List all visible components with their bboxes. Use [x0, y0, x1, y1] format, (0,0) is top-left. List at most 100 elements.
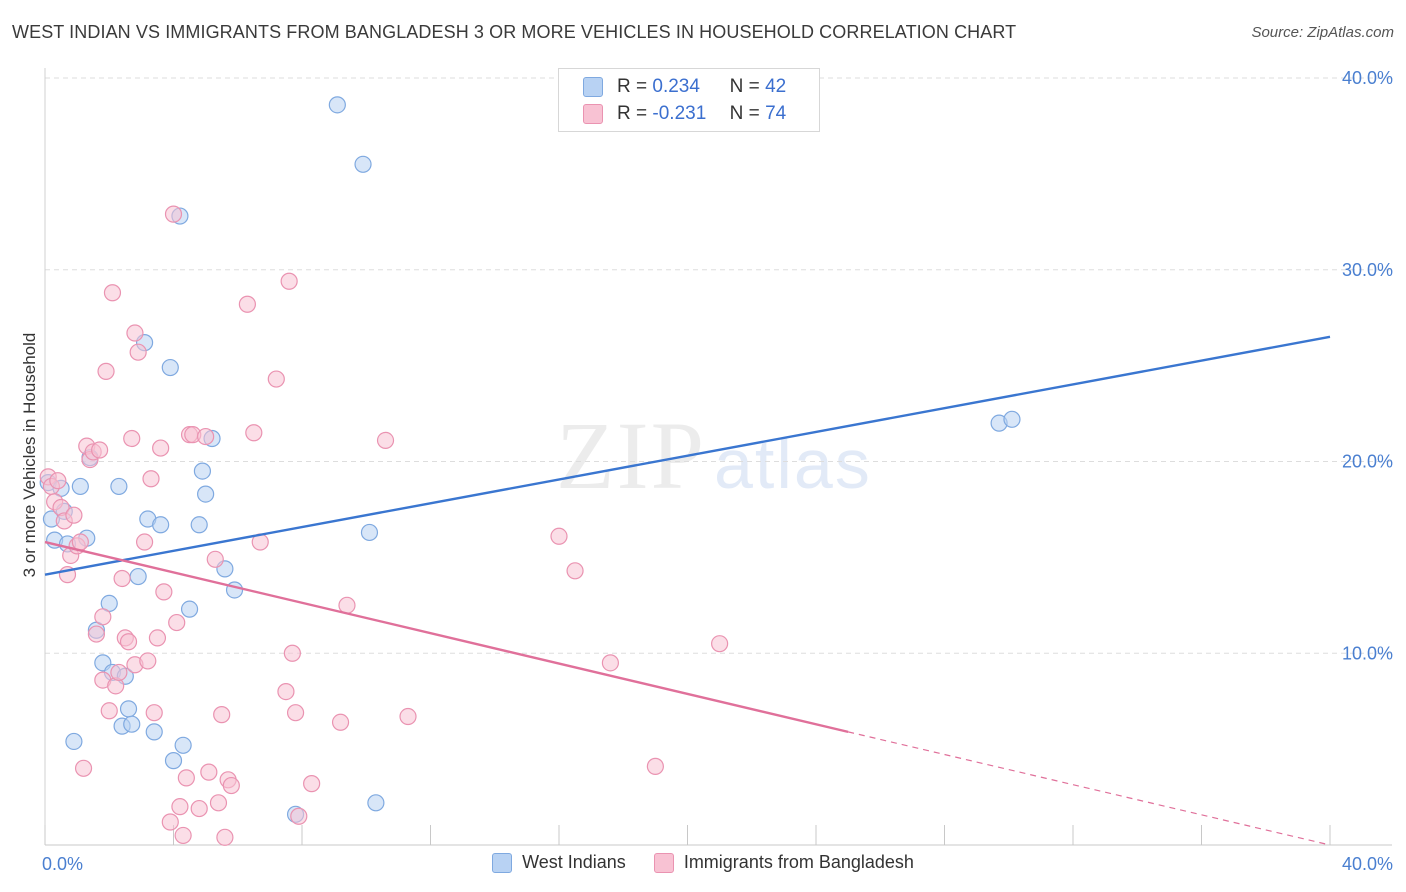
bangladesh-point: [74, 759, 93, 777]
bangladesh-point: [267, 370, 285, 388]
bangladesh-point: [164, 205, 183, 223]
grid: [45, 77, 1392, 654]
bangladesh-point: [376, 431, 395, 450]
west-indians-point: [65, 732, 83, 751]
bangladesh-point: [216, 828, 234, 846]
tick-labels: 10.0% 20.0% 30.0% 40.0% 0.0% 40.0%: [42, 68, 1393, 874]
bangladesh-point: [200, 763, 218, 781]
bangladesh-point: [566, 562, 584, 580]
chart-title: WEST INDIAN VS IMMIGRANTS FROM BANGLADES…: [12, 22, 1017, 42]
west-indians-point: [152, 516, 170, 534]
bangladesh-point: [87, 625, 106, 643]
legend-n-value: 42: [765, 76, 787, 97]
west-indians-point: [119, 700, 138, 718]
watermark-zip: ZIP: [556, 402, 706, 509]
west-indians-point: [1003, 410, 1021, 428]
correlation-legend: R = 0.234 N = 42 R = -0.231 N = 74: [558, 68, 820, 132]
series-name: Immigrants from Bangladesh: [683, 852, 914, 872]
bangladesh-point: [123, 429, 141, 448]
bangladesh-point: [174, 826, 192, 845]
west-indians-point: [190, 516, 208, 534]
trend-lines: [44, 335, 1331, 846]
bangladesh-point: [197, 427, 215, 446]
west-indians-points: [39, 96, 1021, 823]
legend-n-label: N =: [729, 76, 760, 97]
west-indians-point: [180, 600, 199, 618]
bangladesh-point: [206, 550, 224, 568]
bangladesh-point: [711, 635, 729, 653]
bangladesh-point: [97, 362, 115, 380]
legend-r-label: R =: [617, 103, 648, 124]
bangladesh-point: [213, 706, 231, 724]
bangladesh-point: [171, 798, 189, 816]
bangladesh-point: [286, 704, 305, 722]
series-swatch-blue: [492, 852, 513, 873]
bangladesh-point: [283, 644, 301, 662]
bangladesh-point: [222, 776, 240, 795]
y-tick-label: 10.0%: [1342, 643, 1393, 663]
y-axis-label: 3 or more Vehicles in Household: [20, 332, 39, 578]
axes: [44, 68, 1392, 846]
bangladesh-point: [161, 813, 179, 831]
y-tick-label: 20.0%: [1342, 452, 1393, 472]
bangladesh-point: [280, 272, 298, 290]
legend-r-value: 0.234: [652, 76, 700, 97]
west-indians-point: [164, 752, 183, 770]
west-indians-point: [197, 485, 215, 503]
legend-swatch-blue: [583, 77, 603, 97]
legend-row-bangladesh: R = -0.231 N = 74: [583, 102, 786, 126]
bangladesh-point: [168, 613, 186, 632]
west-indians-point: [71, 477, 89, 496]
bangladesh-point: [399, 707, 417, 726]
bangladesh-point: [119, 633, 138, 651]
bangladesh-point: [646, 757, 664, 775]
bangladesh-point: [126, 324, 144, 342]
bangladesh-point: [209, 794, 228, 812]
bangladesh-point: [100, 702, 118, 720]
bangladesh-point: [49, 472, 67, 490]
legend-n-label: N =: [729, 103, 760, 124]
bangladesh-point: [190, 799, 208, 818]
watermark: ZIP atlas: [556, 400, 872, 511]
bangladesh-point: [303, 775, 321, 793]
y-tick-label: 40.0%: [1342, 68, 1393, 88]
bangladesh-point: [245, 424, 263, 442]
bangladesh-point: [155, 583, 173, 601]
bangladesh-point: [145, 704, 163, 722]
bangladesh-point: [148, 629, 167, 647]
x-tick-label-end: 40.0%: [1342, 854, 1393, 874]
source-credit: Source: ZipAtlas.com: [1251, 24, 1394, 41]
y-tick-label: 30.0%: [1342, 260, 1393, 280]
series-legend-bangladesh[interactable]: Immigrants from Bangladesh: [653, 852, 914, 873]
west-indians-point: [328, 96, 346, 114]
bangladesh-trend-extension: [847, 731, 1331, 846]
bangladesh-point: [65, 506, 83, 524]
bangladesh-point: [71, 533, 89, 551]
bangladesh-point: [177, 769, 195, 787]
bangladesh-point: [550, 527, 568, 545]
west-indians-point: [129, 567, 147, 586]
bangladesh-point: [135, 533, 154, 551]
west-indians-point: [193, 462, 212, 480]
bangladesh-point: [94, 608, 112, 626]
series-legend: West Indians Immigrants from Bangladesh: [0, 852, 1406, 873]
bangladesh-point: [113, 569, 131, 588]
legend-n-value: 74: [765, 103, 787, 124]
bangladesh-point: [238, 295, 256, 313]
legend-r-value: -0.231: [652, 103, 707, 124]
bangladesh-point: [129, 343, 147, 361]
bangladesh-point: [290, 807, 308, 825]
west-indians-point: [360, 523, 379, 542]
west-indians-point: [367, 794, 385, 812]
bangladesh-point: [110, 663, 128, 682]
bangladesh-point: [601, 654, 620, 672]
legend-row-west-indians: R = 0.234 N = 42: [583, 75, 786, 99]
west-indians-point: [161, 358, 179, 377]
series-legend-west-indians[interactable]: West Indians: [492, 852, 626, 873]
west-indians-point: [123, 715, 141, 733]
bangladesh-point: [91, 441, 109, 459]
watermark-atlas: atlas: [714, 425, 872, 503]
bangladesh-point: [277, 682, 295, 701]
west-indians-point: [174, 736, 192, 754]
